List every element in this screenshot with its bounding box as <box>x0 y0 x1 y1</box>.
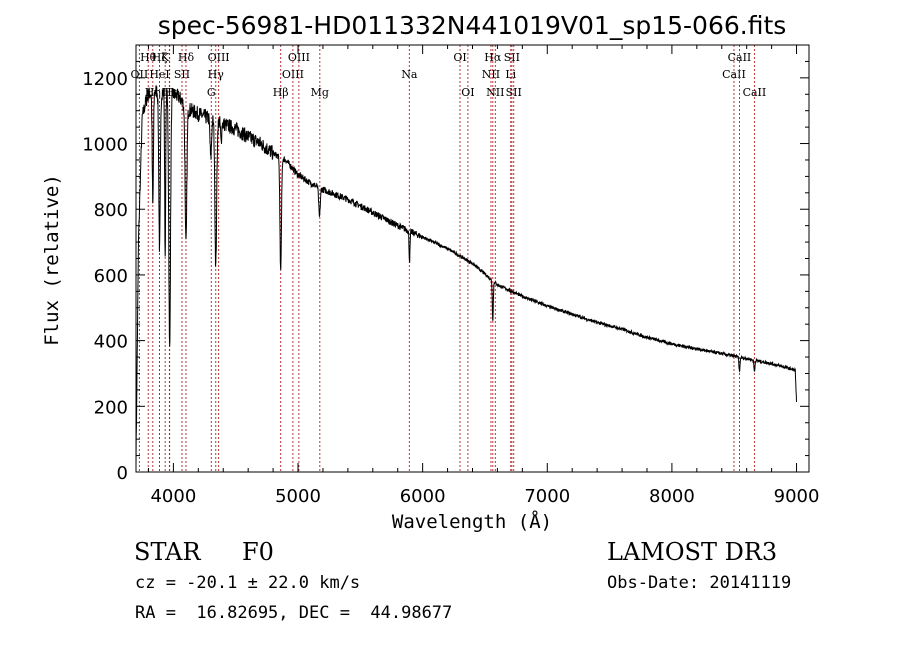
y-tick-label: 1000 <box>82 135 128 156</box>
line-label-5: K <box>161 51 170 64</box>
y-axis-label: Flux (relative) <box>41 174 63 346</box>
survey-name: LAMOST DR3 <box>607 538 778 566</box>
x-tick-label: 4000 <box>150 486 196 507</box>
line-label-24: SII <box>504 51 520 64</box>
line-label-27: CaII <box>728 51 752 64</box>
y-tick-label: 600 <box>94 266 128 287</box>
line-label-17: Na <box>401 68 418 81</box>
line-label-23: Li <box>505 68 516 81</box>
x-axis-label: Wavelength (Å) <box>392 510 552 533</box>
redshift-readout: cz = -20.1 ± 22.0 km/s <box>135 573 361 593</box>
line-label-21: Hα <box>484 51 502 64</box>
line-label-4: HeI <box>149 68 169 81</box>
sky-coordinates: RA = 16.82695, DEC = 44.98677 <box>135 603 453 623</box>
line-label-28: CaII <box>743 86 767 99</box>
object-class: STAR <box>134 538 201 566</box>
line-label-19: OI <box>461 86 474 99</box>
chart-title: spec-56981-HD011332N441019V01_sp15-066.f… <box>158 11 787 40</box>
line-label-8: SII <box>174 68 190 81</box>
line-label-12: OIII <box>208 51 230 64</box>
line-label-9: Hδ <box>178 51 195 64</box>
y-tick-label: 200 <box>94 397 128 418</box>
line-label-15: OIII <box>288 51 310 64</box>
line-markers: OIIHθHηHζHeIKHHεSIIHδGHγOIIIHβOIIIOIIIMg… <box>131 45 767 472</box>
x-tick-label: 8000 <box>649 486 695 507</box>
spectrum-line <box>135 85 797 466</box>
line-label-6: H <box>165 86 175 99</box>
x-tick-label: 9000 <box>774 486 820 507</box>
spectrum-chart: spec-56981-HD011332N441019V01_sp15-066.f… <box>41 11 820 533</box>
line-label-20: NII <box>482 68 500 81</box>
line-label-14: OIII <box>282 68 304 81</box>
axis-ticks: 4000 5000 6000 7000 8000 9000 0 200 400 600 800 100… <box>82 44 820 507</box>
line-label-16: Mg <box>311 86 329 99</box>
line-label-18: OI <box>453 51 466 64</box>
y-tick-label: 400 <box>94 332 128 353</box>
spectral-subclass: F0 <box>242 538 274 566</box>
line-label-25: SII <box>506 86 522 99</box>
observation-date: Obs-Date: 20141119 <box>607 573 792 593</box>
plot-frame <box>135 44 810 473</box>
line-label-11: Hγ <box>208 68 225 81</box>
line-label-10: G <box>207 86 216 99</box>
line-label-22: NII <box>486 86 504 99</box>
y-tick-label: 800 <box>94 200 128 221</box>
line-label-13: Hβ <box>273 86 289 99</box>
y-tick-label: 0 <box>117 463 128 484</box>
y-tick-label: 1200 <box>82 69 128 90</box>
x-tick-label: 7000 <box>524 486 570 507</box>
line-label-26: CaII <box>722 68 746 81</box>
x-tick-label: 5000 <box>275 486 321 507</box>
line-label-0: OII <box>131 68 149 81</box>
x-tick-label: 6000 <box>400 486 446 507</box>
